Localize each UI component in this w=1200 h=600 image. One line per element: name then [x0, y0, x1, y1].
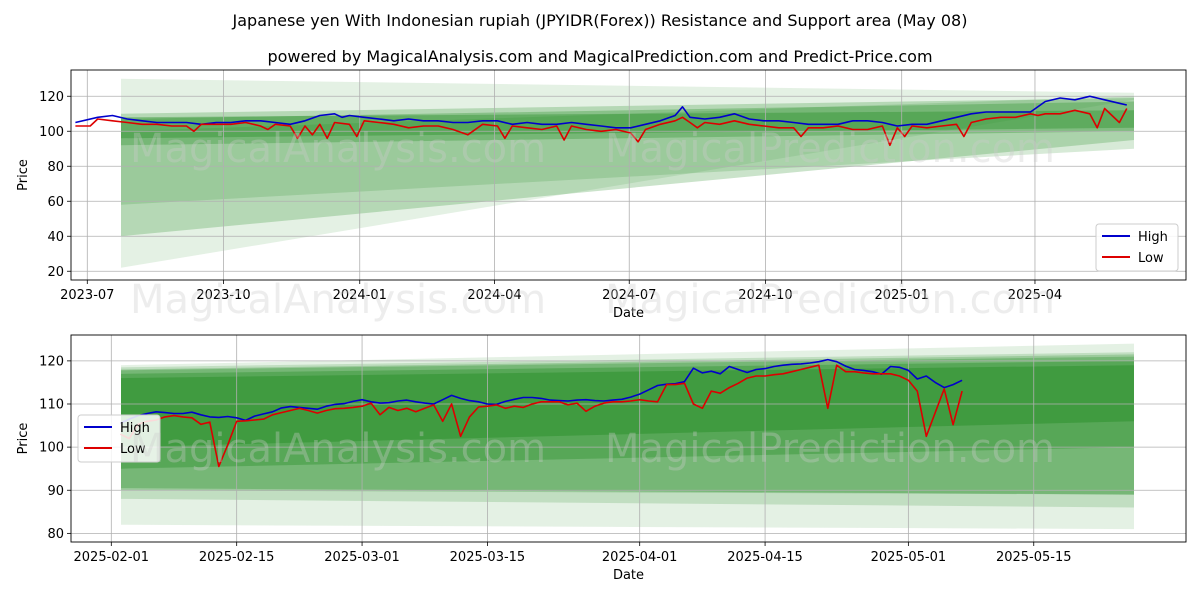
- watermark-prediction-mid: MagicalPrediction.com: [605, 277, 1055, 323]
- x-tick-label: 2024-10: [738, 288, 792, 303]
- y-axis-label: Price: [16, 423, 31, 455]
- band-3: [121, 101, 1134, 146]
- band-1: [121, 352, 1134, 508]
- x-tick-label: 2025-04-01: [602, 550, 678, 565]
- band-1: [121, 96, 1134, 205]
- legend-label-high: High: [120, 421, 150, 436]
- legend: High Low: [77, 414, 161, 463]
- watermark-analysis-mid: MagicalAnalysis.com: [130, 277, 546, 323]
- watermarks: MagicalAnalysis.com MagicalPrediction.co…: [130, 126, 1055, 472]
- legend-label-low: Low: [120, 442, 146, 457]
- series-line-high: [119, 358, 963, 425]
- series-line-high: [75, 95, 1127, 129]
- y-tick-label: 60: [47, 195, 64, 210]
- watermark-prediction-top: MagicalPrediction.com: [605, 126, 1055, 172]
- grid: [71, 335, 1186, 542]
- y-tick-label: 100: [39, 125, 64, 140]
- x-tick-label: 2025-02-01: [74, 550, 150, 565]
- band-3: [121, 356, 1134, 495]
- y-axis-label: Price: [16, 159, 31, 191]
- x-tick-label: 2024-01: [333, 288, 387, 303]
- chart-title: Japanese yen With Indonesian rupiah (JPY…: [232, 11, 968, 30]
- band-5: [121, 365, 1134, 448]
- y-tick-label: 120: [39, 90, 64, 105]
- watermark-prediction-bottom: MagicalPrediction.com: [605, 426, 1055, 472]
- band-2: [121, 354, 1134, 495]
- axes-frame: [70, 334, 1187, 543]
- axes-frame: [70, 69, 1187, 281]
- y-tick-label: 80: [47, 527, 64, 542]
- x-tick-label: 2024-04: [467, 288, 521, 303]
- support-resistance-bands: [121, 343, 1134, 530]
- series-line-low: [119, 364, 963, 468]
- y-tick-label: 90: [47, 484, 64, 499]
- y-tick-label: 40: [47, 230, 64, 245]
- legend-label-low: Low: [1138, 251, 1164, 266]
- x-axis-label: Date: [613, 306, 644, 321]
- x-axis-label: Date: [613, 568, 644, 583]
- x-tick-label: 2023-10: [196, 288, 250, 303]
- legend: High Low: [1095, 223, 1179, 272]
- x-tick-label: 2024-07: [602, 288, 656, 303]
- x-tick-label: 2025-03-15: [450, 550, 526, 565]
- watermark-analysis-bottom: MagicalAnalysis.com: [130, 426, 546, 472]
- x-tick-label: 2025-04-15: [727, 550, 803, 565]
- y-tick-label: 100: [39, 441, 64, 456]
- legend-label-high: High: [1138, 230, 1168, 245]
- y-tick-label: 20: [47, 265, 64, 280]
- x-tick-label: 2025-05-01: [871, 550, 947, 565]
- band-0: [121, 343, 1134, 530]
- x-tick-label: 2025-05-15: [996, 550, 1072, 565]
- bottom-chart-panel: 2025-02-01 2025-02-15 2025-03-01 2025-03-15…: [16, 334, 1187, 583]
- x-tick-label: 2025-04: [1008, 288, 1062, 303]
- x-tick-label: 2025-02-15: [199, 550, 275, 565]
- grid: [71, 70, 1186, 280]
- top-chart-panel: 2023-07 2023-10 2024-01 2024-04 2024-07 2024-…: [16, 69, 1187, 321]
- band-2: [121, 98, 1134, 237]
- band-4: [121, 360, 1134, 469]
- y-tick-label: 80: [47, 160, 64, 175]
- watermark-analysis-top: MagicalAnalysis.com: [130, 126, 546, 172]
- chart-subtitle: powered by MagicalAnalysis.com and Magic…: [267, 47, 932, 66]
- y-tick-label: 110: [39, 398, 64, 413]
- x-tick-label: 2023-07: [60, 288, 114, 303]
- x-tick-label: 2025-03-01: [324, 550, 400, 565]
- y-tick-label: 120: [39, 354, 64, 369]
- series-line-low: [75, 107, 1128, 147]
- x-tick-label: 2025-01: [875, 288, 929, 303]
